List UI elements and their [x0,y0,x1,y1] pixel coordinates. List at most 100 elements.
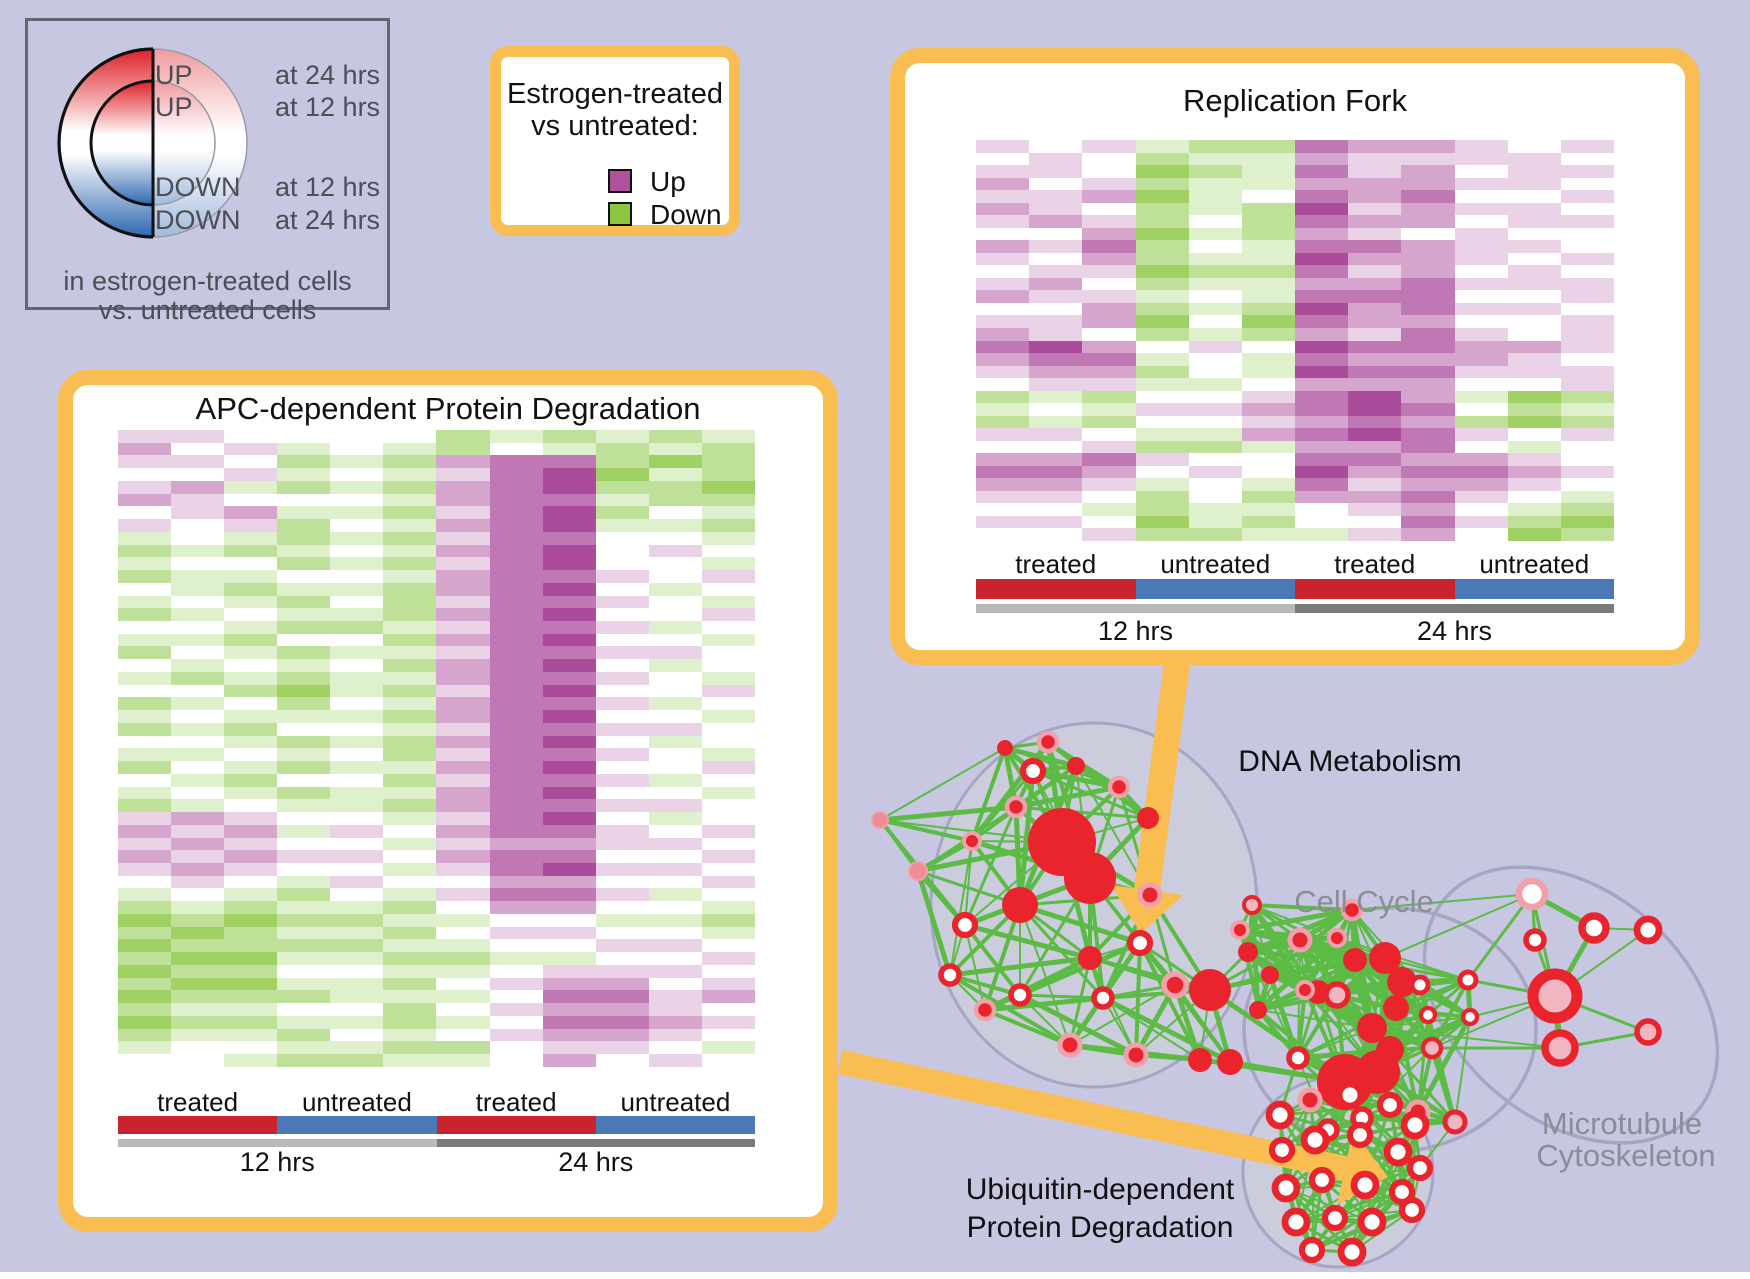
heatmap-cell [277,519,331,532]
heatmap-cell [1241,152,1296,166]
heatmap-cell [277,1015,331,1029]
heatmap-cell [277,506,331,520]
heatmap-row [118,684,755,698]
heatmap-cell [1029,190,1083,203]
heatmap-cell [1135,140,1189,153]
heatmap-cell [118,952,172,965]
heatmap-cell [701,595,755,609]
heatmap-cell [1348,478,1402,491]
heatmap-cell [1241,365,1296,379]
heatmap-row [976,415,1615,429]
heatmap-cell [330,519,384,532]
heatmap-cell [1029,378,1083,391]
heatmap-cell [542,430,596,443]
heatmap-cell [1401,340,1455,354]
heatmap-cell [118,455,172,469]
heatmap-cell [542,582,596,596]
heatmap-cell [1507,190,1561,203]
heatmap-cell [1241,315,1296,328]
heatmap-cell [1295,403,1349,416]
heatmap-cell [277,964,331,978]
heatmap-cell [1188,302,1242,316]
heatmap-cell [1507,378,1561,391]
heatmap-cell [171,671,225,685]
heatmap-cell [171,850,225,863]
heatmap-cell [1348,165,1402,178]
heatmap-cell [701,722,755,736]
network-node-ringP [1287,927,1313,953]
heatmap-cell [701,1041,755,1054]
heatmap-cell [383,646,437,660]
heatmap-cell [595,1015,649,1029]
heatmap-cell [383,939,437,953]
heatmap-cell [171,1003,225,1016]
heatmap-cell [1029,503,1083,516]
heatmap-cell [1241,428,1296,441]
heatmap-cell [595,697,649,711]
heatmap-cell [436,430,490,443]
heatmap-row [118,671,755,685]
heatmap-cell [1188,403,1242,416]
heatmap-cell [171,888,225,902]
heatmap-cell [489,557,543,571]
heatmap-cell [648,761,702,774]
heatmap-cell [648,633,702,647]
heatmap-cell [383,582,437,596]
heatmap-cell [648,506,702,520]
heatmap-row [976,528,1615,541]
heatmap-cell [277,1053,331,1067]
heatmap-cell [224,722,278,736]
heatmap-cell [330,557,384,571]
heatmap-cell [1348,252,1402,266]
heatmap-cell [1348,503,1402,516]
heatmap-cell [330,773,384,787]
heatmap-row [976,140,1615,153]
heatmap-cell [1029,428,1083,441]
heatmap-cell [118,493,172,507]
heatmap-cell [1348,265,1402,278]
heatmap-cell [1135,528,1189,541]
heatmap-cell [171,926,225,940]
heatmap-cell [489,990,543,1004]
heatmap-cell [118,633,172,647]
heatmap-cell [1454,390,1508,404]
heatmap-cell [1295,390,1349,404]
heatmap-cell [1029,240,1083,253]
heatmap-cell [701,812,755,825]
apc-group-labels: treated untreated treated untreated [118,1087,755,1117]
heatmap-cell [1188,415,1242,429]
heatmap-cell [1295,503,1349,516]
network-node-pink [871,811,889,829]
heatmap-cell [1241,240,1296,253]
heatmap-cell [118,531,172,545]
heatmap-cell [330,1003,384,1016]
network-node-ringP [1123,1042,1149,1068]
network-node-solid [1249,1001,1267,1019]
heatmap-cell [701,506,755,520]
heatmap-cell [648,595,702,609]
heatmap-row [976,190,1615,203]
heatmap-cell [1401,403,1455,416]
heatmap-cell [648,468,702,481]
heatmap-cell [171,799,225,813]
heatmap-cell [224,595,278,609]
heatmap-cell [118,1028,172,1042]
heatmap-cell [976,165,1030,178]
heatmap-cell [277,621,331,634]
heatmap-cell [1188,465,1242,479]
heatmap-cell [1348,327,1402,341]
heatmap-cell [1029,227,1083,241]
legend-dir-down-24: DOWN [155,205,241,235]
heatmap-cell [1507,252,1561,266]
heatmap-cell [1348,490,1402,504]
group-label-untreated-3: untreated [620,1087,731,1117]
heatmap-cell [1348,453,1402,466]
heatmap-cell [1241,478,1296,491]
heatmap-cell [224,799,278,813]
heatmap-cell [1029,365,1083,379]
heatmap-cell [1507,490,1561,504]
heatmap-cell [489,608,543,622]
heatmap-cell [1135,365,1189,379]
heatmap-cell [595,812,649,825]
heatmap-cell [595,901,649,914]
